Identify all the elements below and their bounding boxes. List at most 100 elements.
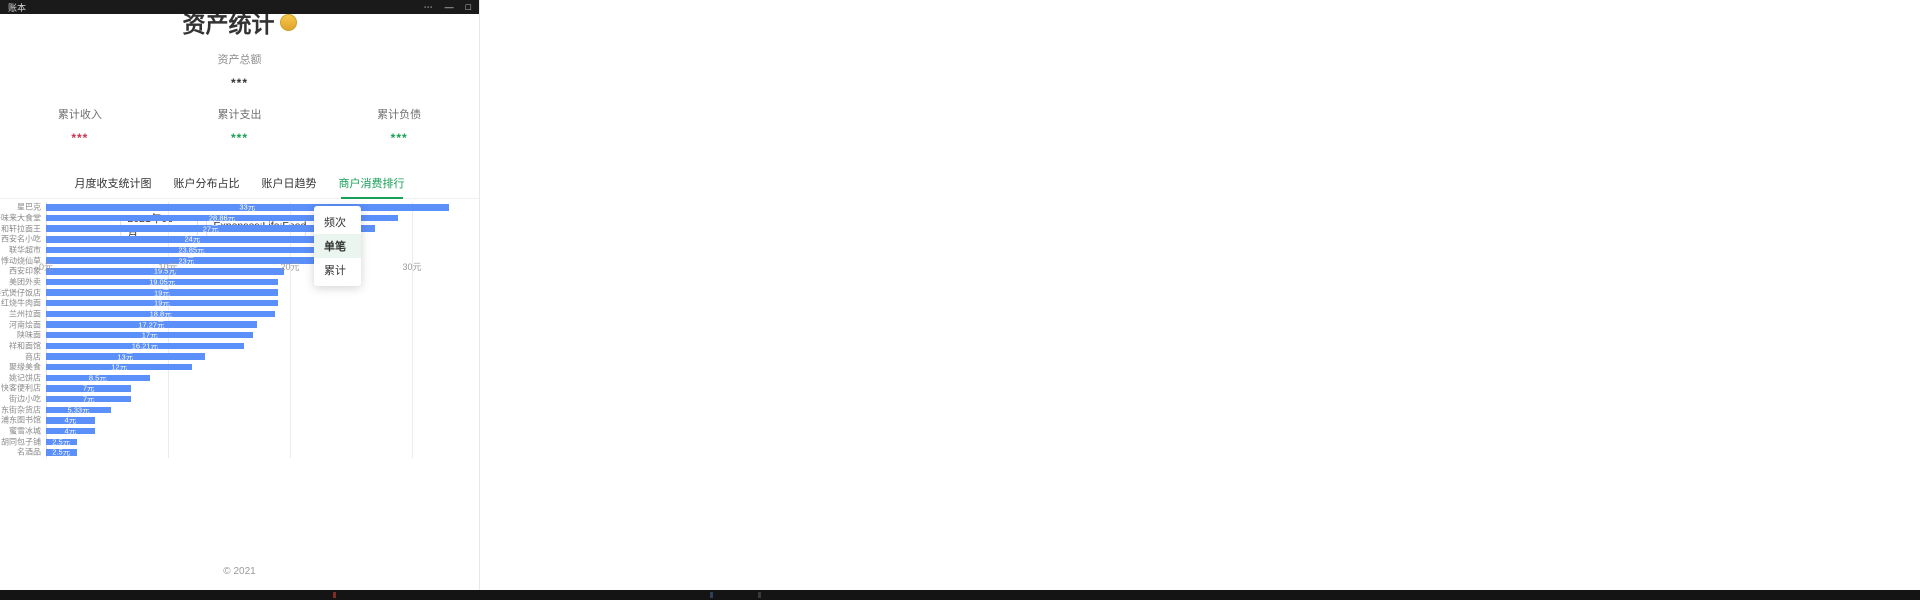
bar-category-label: 红烧牛肉面 — [1, 298, 41, 308]
bar-category-label: 好味来大食堂 — [0, 213, 41, 223]
dropdown-option-频次[interactable]: 频次 — [324, 217, 346, 229]
total-assets-value: *** — [230, 76, 248, 90]
bar[interactable]: 7元 — [46, 394, 132, 404]
x-axis: 0元 10元 20元 30元 — [0, 260, 479, 272]
gridline — [46, 202, 47, 458]
x-tick-label: 0元 — [38, 262, 54, 272]
dropdown-option-累计[interactable]: 累计 — [324, 265, 346, 277]
bar-value-label: 4元 — [64, 426, 77, 436]
bar-category-label: 商店 — [25, 352, 41, 362]
bar[interactable]: 18.8元 — [46, 309, 276, 318]
bar[interactable]: 28.86元 — [46, 213, 399, 223]
bar[interactable]: 19元 — [46, 288, 278, 298]
bar-row: 美团外卖 19.05元 — [0, 277, 472, 288]
bar-value-label: 2.5元 — [52, 437, 71, 447]
taskbar[interactable] — [0, 590, 1920, 600]
bar-category-label: 浦东图书馆 — [1, 415, 41, 425]
bar-category-label: 祥和面馆 — [9, 341, 41, 351]
stat-item: 累计支出 *** — [160, 106, 320, 145]
bar-category-label: 星巴克 — [17, 202, 41, 212]
bar[interactable]: 2.5元 — [46, 447, 77, 457]
bar[interactable]: 19.5元 — [46, 267, 284, 276]
bar-category-label: 西安名小吃 — [1, 234, 41, 244]
bar[interactable]: 19元 — [46, 298, 278, 308]
window-maximize-icon[interactable]: □ — [465, 2, 471, 12]
bar-category-label: 美团外卖 — [9, 277, 41, 287]
bar-row: 胡同包子铺 2.5元 — [0, 436, 472, 447]
bar[interactable]: 16.21元 — [46, 341, 244, 350]
bar-category-label: 姚记饼店 — [9, 373, 41, 383]
bar-value-label: 7元 — [82, 394, 95, 404]
bar-row: 红烧牛肉面 19元 — [0, 298, 472, 309]
bar-value-label: 17元 — [141, 330, 158, 340]
bar[interactable]: 33元 — [46, 203, 449, 212]
bar-value-label: 19元 — [153, 288, 170, 298]
tab-stats-3[interactable]: 商户消费排行 — [339, 175, 405, 199]
bar-value-label: 28.86元 — [208, 213, 236, 223]
bar-value-label: 19元 — [153, 298, 170, 308]
bar-category-label: 陕味面 — [17, 330, 41, 340]
x-tick-label: 20元 — [280, 262, 300, 272]
window-titlebar: 账本 ⋯ — □ — [0, 0, 479, 14]
bar[interactable]: 24元 — [46, 235, 339, 244]
bar[interactable]: 8.5元 — [46, 373, 150, 383]
bar-category-label: 河南烩面 — [9, 320, 41, 330]
bar-row: 西安印象 19.5元 — [0, 266, 472, 277]
tab-stats-1[interactable]: 账户分布占比 — [173, 178, 240, 190]
bar[interactable]: 23元 — [46, 256, 327, 265]
x-tick-label: 10元 — [158, 262, 178, 272]
bar[interactable]: 27元 — [46, 224, 376, 234]
tab-stats-0[interactable]: 月度收支统计图 — [74, 178, 152, 190]
page-title: 资产统计 — [183, 14, 297, 39]
bar-category-label: 西安印象 — [9, 266, 41, 276]
gridline — [168, 202, 169, 458]
window-more-icon[interactable]: ⋯ — [423, 2, 433, 12]
bar-value-label: 2.5元 — [52, 447, 71, 457]
dropdown-option-单笔[interactable]: 单笔 — [314, 234, 361, 258]
bar[interactable]: 13元 — [46, 352, 205, 362]
bar-category-label: 聚缘美食 — [9, 362, 41, 372]
tab-stats-2[interactable]: 账户日趋势 — [261, 178, 317, 190]
bar-row: 兰州拉面 18.8元 — [0, 309, 472, 320]
bar-value-label: 5.33元 — [67, 405, 90, 415]
bar-category-label: 蜜雪冰城 — [9, 426, 41, 436]
bar-value-label: 27元 — [202, 224, 219, 234]
bar-row: 蜜雪冰城 4元 — [0, 426, 472, 437]
stat-value: *** — [71, 131, 89, 145]
taskbar-segment — [333, 592, 336, 598]
bar[interactable]: 17元 — [46, 330, 254, 340]
bar-category-label: 名酒品 — [17, 447, 41, 457]
bar-value-label: 12元 — [111, 362, 128, 372]
bar[interactable]: 23.85元 — [46, 245, 337, 255]
bar-row: 商店 13元 — [0, 351, 472, 362]
stat-value: *** — [231, 131, 249, 145]
bar[interactable]: 2.5元 — [46, 437, 77, 447]
taskbar-segment — [710, 592, 713, 598]
stats-tabs: 月度收支统计图 账户分布占比 账户日趋势 商户消费排行 — [0, 161, 479, 199]
bar[interactable]: 17.27元 — [46, 320, 257, 329]
window-minimize-icon[interactable]: — — [444, 2, 454, 12]
bar-category-label: 和轩拉面王 — [1, 224, 41, 234]
bar-row: 悸动烧仙草 23元 — [0, 255, 472, 266]
money-bag-icon — [279, 14, 297, 31]
bar-value-label: 23.85元 — [178, 245, 205, 255]
bar-value-label: 13元 — [117, 352, 134, 362]
bar-row: 祥和面馆 16.21元 — [0, 341, 472, 352]
bar-category-label: 兰州拉面 — [9, 309, 41, 319]
bar[interactable]: 12元 — [46, 362, 193, 372]
bar-value-label: 8.5元 — [88, 373, 107, 383]
bar[interactable]: 19.05元 — [46, 277, 279, 286]
bar-category-label: 胡同包子铺 — [1, 437, 41, 447]
window-stats-bars: 账本 ⋯ — □ 资产统计 资产总额 *** 累计收入 *** 累计支出 *** 累计负… — [0, 0, 480, 590]
bar[interactable]: 7元 — [46, 384, 132, 393]
totals-row: 累计收入 *** 累计支出 *** 累计负债 *** — [0, 106, 479, 145]
bar[interactable]: 4元 — [46, 426, 95, 436]
taskbar-segment — [758, 592, 761, 598]
bar[interactable]: 5.33元 — [46, 405, 112, 415]
bar-row: 东街杂货店 5.33元 — [0, 404, 472, 415]
bar[interactable]: 4元 — [46, 416, 95, 425]
stat-label: 累计负债 — [377, 109, 422, 121]
bar-row: 西安名小吃 24元 — [0, 234, 472, 245]
bar-row: 浦东图书馆 4元 — [0, 415, 472, 426]
